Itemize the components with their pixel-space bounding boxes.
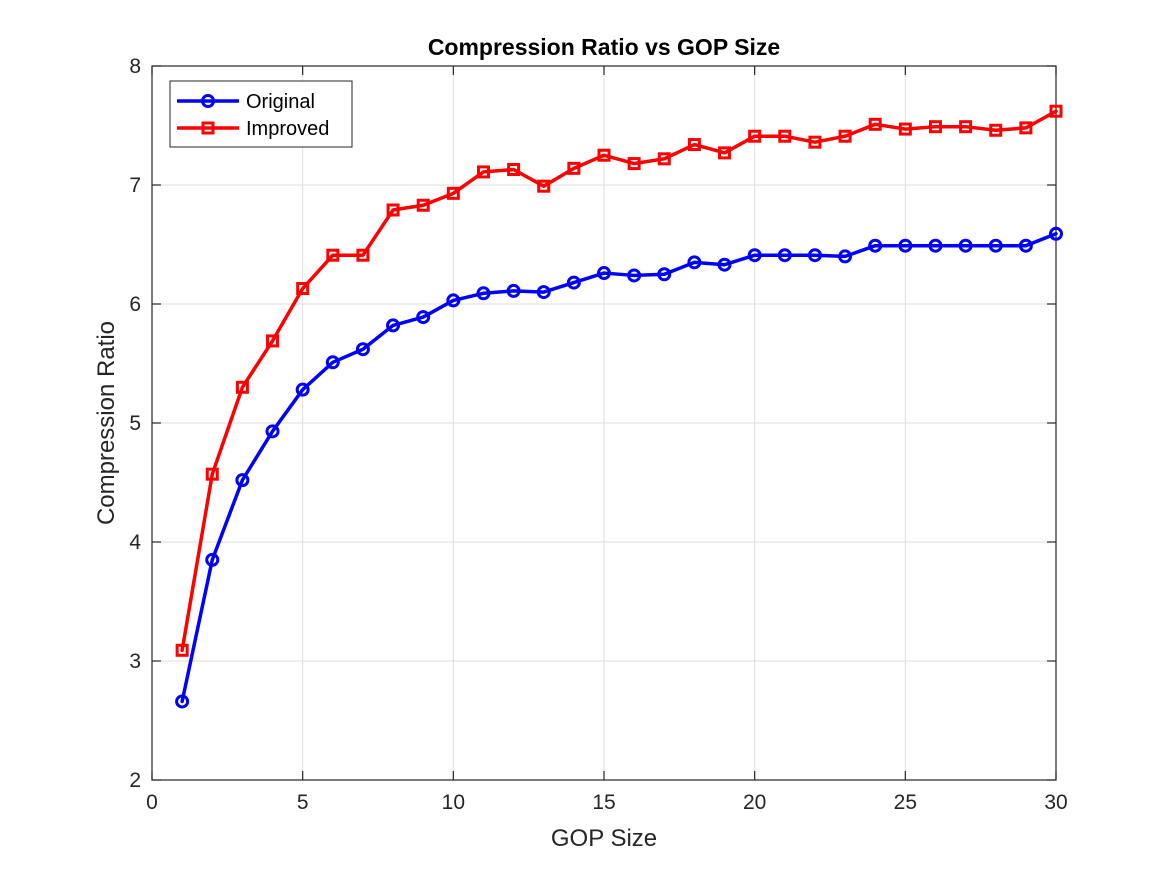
data-point-original <box>355 342 370 357</box>
y-tick-label: 2 <box>129 769 141 792</box>
data-point-improved <box>898 122 912 136</box>
data-point-improved <box>868 117 882 131</box>
series-improved <box>175 104 1063 657</box>
data-point-original <box>175 694 190 709</box>
series-original <box>175 226 1063 709</box>
x-tick-label: 20 <box>743 791 766 814</box>
data-point-original <box>536 285 551 300</box>
y-tick-label: 4 <box>129 531 141 554</box>
y-axis-label: Compression Ratio <box>93 321 120 525</box>
data-point-original <box>807 248 822 263</box>
chart-title: Compression Ratio vs GOP Size <box>428 34 780 60</box>
data-point-original <box>566 275 581 290</box>
x-tick-label: 15 <box>592 791 615 814</box>
data-point-original <box>205 552 220 567</box>
data-point-improved <box>838 129 852 143</box>
data-point-improved <box>296 282 310 296</box>
data-point-improved <box>928 120 942 134</box>
data-point-original <box>747 248 762 263</box>
data-point-original <box>295 382 310 397</box>
legend-marker-improved <box>201 121 215 135</box>
data-point-original <box>657 267 672 282</box>
series-layer <box>175 104 1063 709</box>
data-point-improved <box>687 138 701 152</box>
data-point-original <box>988 238 1003 253</box>
data-point-original <box>597 266 611 281</box>
data-point-original <box>958 238 973 253</box>
data-point-improved <box>959 120 973 134</box>
x-tick-label: 0 <box>146 791 158 814</box>
y-tick-label: 7 <box>129 174 141 197</box>
data-point-improved <box>356 248 370 262</box>
y-tick-label: 6 <box>129 293 141 316</box>
data-point-improved <box>235 380 249 394</box>
data-point-improved <box>416 198 430 212</box>
data-point-original <box>265 424 280 439</box>
data-point-original <box>446 293 461 308</box>
data-point-improved <box>326 248 340 262</box>
data-point-improved <box>266 334 280 348</box>
y-tick-label: 8 <box>129 55 141 78</box>
data-point-improved <box>627 157 641 171</box>
data-point-improved <box>989 123 1003 137</box>
data-point-original <box>627 268 642 283</box>
data-point-original <box>506 283 521 298</box>
y-tick-label: 5 <box>129 412 141 435</box>
data-point-improved <box>657 152 671 166</box>
data-point-original <box>838 249 853 264</box>
data-point-improved <box>718 146 732 160</box>
x-tick-label: 25 <box>894 791 917 814</box>
data-point-improved <box>748 129 762 143</box>
data-point-improved <box>1019 121 1033 135</box>
legend-label-improved: Improved <box>246 118 329 140</box>
data-point-original <box>235 473 250 488</box>
x-tick-label: 5 <box>297 791 309 814</box>
data-point-original <box>416 310 431 325</box>
data-point-improved <box>567 161 581 175</box>
x-tick-label: 30 <box>1044 791 1067 814</box>
data-point-improved <box>808 135 822 149</box>
data-point-improved <box>175 643 189 657</box>
legend-label-original: Original <box>246 91 315 113</box>
data-point-improved <box>446 186 460 200</box>
data-point-improved <box>205 467 219 481</box>
data-point-original <box>717 257 732 272</box>
data-point-improved <box>597 148 611 162</box>
data-point-improved <box>778 129 792 143</box>
data-point-improved <box>476 165 490 179</box>
data-point-improved <box>386 203 400 217</box>
y-tick-label: 3 <box>129 650 141 673</box>
data-point-original <box>1018 238 1033 253</box>
legend-marker-original <box>201 94 215 108</box>
legend-box <box>169 80 353 148</box>
data-point-original <box>476 286 491 301</box>
axis-ticks: 0 5 10 15 20 25 30 2 3 4 5 6 7 8 <box>129 55 1067 814</box>
data-point-original <box>928 238 943 253</box>
x-axis-label: GOP Size <box>551 825 657 852</box>
data-point-original <box>868 238 883 253</box>
legend: Original Improved <box>169 80 353 148</box>
x-tick-label: 10 <box>442 791 465 814</box>
data-point-original <box>325 355 340 370</box>
data-point-original <box>898 238 913 253</box>
data-point-original <box>386 318 401 333</box>
data-point-improved <box>1049 104 1063 118</box>
grid <box>152 66 1056 780</box>
data-point-improved <box>537 179 551 193</box>
data-point-original <box>687 255 702 270</box>
data-point-original <box>777 248 792 263</box>
data-point-improved <box>507 163 521 177</box>
data-point-original <box>1049 226 1063 241</box>
